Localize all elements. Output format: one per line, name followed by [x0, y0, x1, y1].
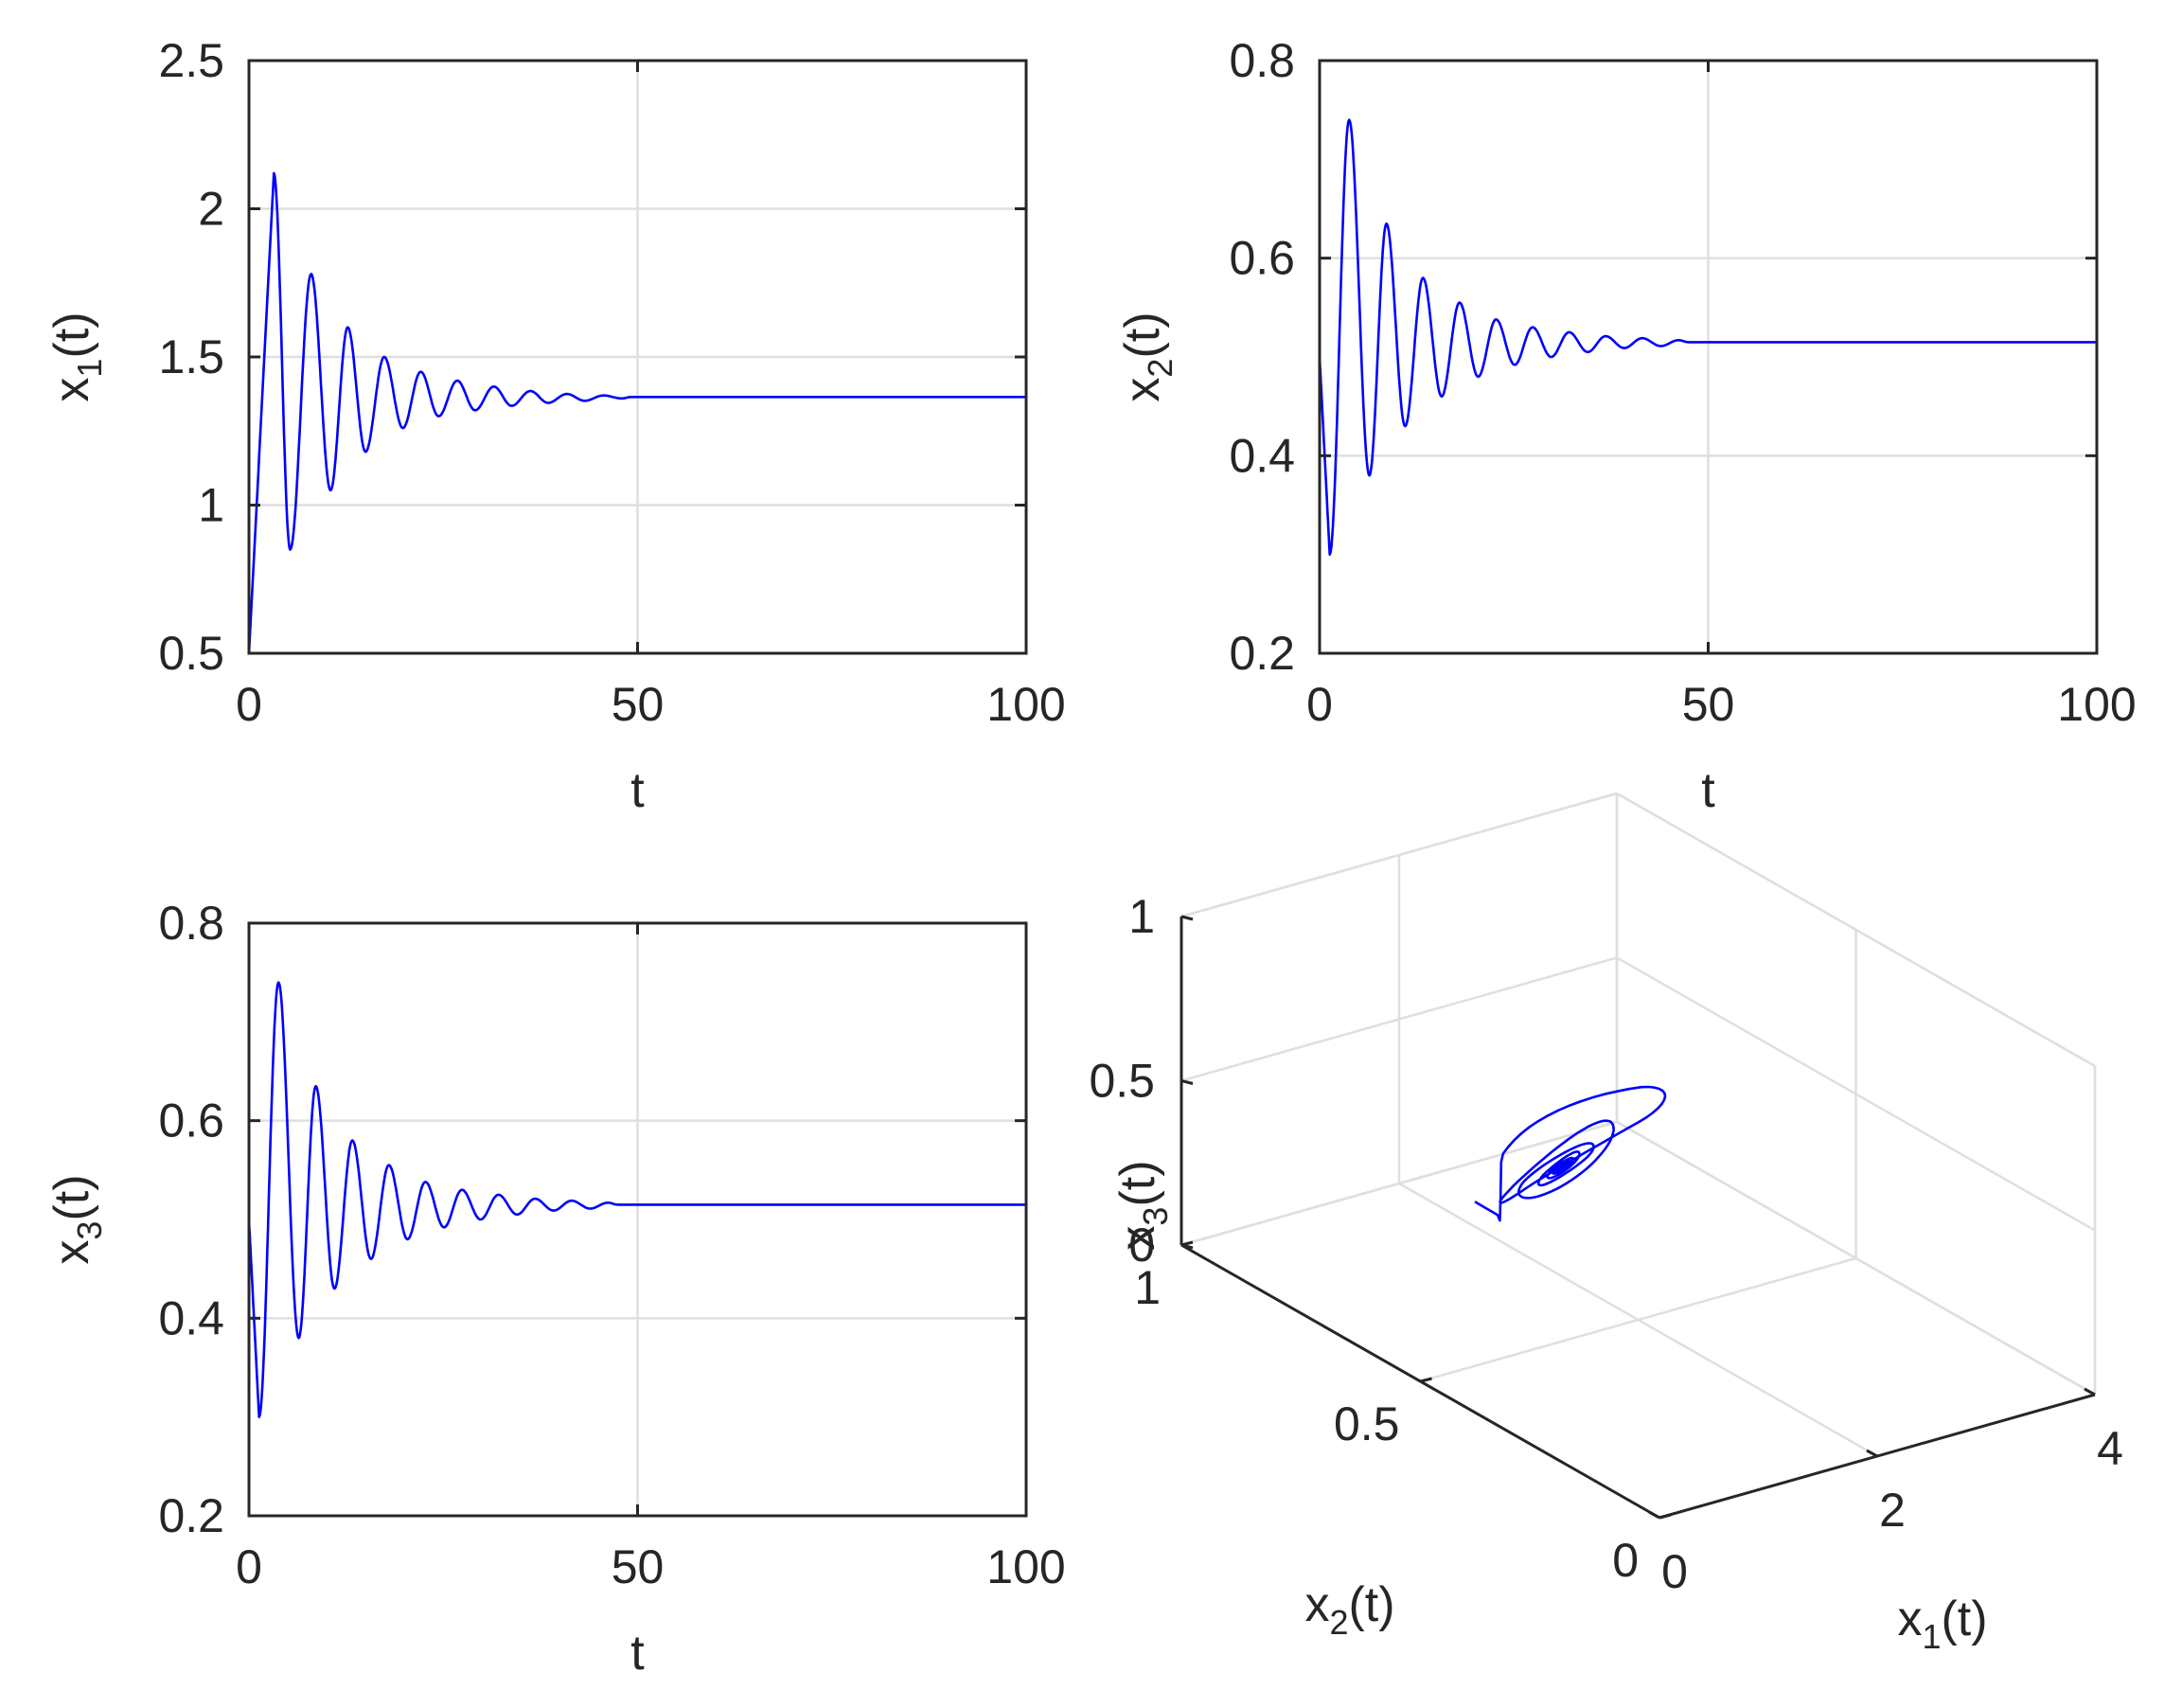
y-tick-label: 0.8 [1229, 34, 1295, 87]
back-gridline [1180, 956, 1618, 1082]
y-tick-label: 0.2 [1229, 627, 1295, 680]
series-line-x2 [1318, 118, 2097, 556]
x2-tick [1420, 1377, 1432, 1383]
series-line-x3 [247, 981, 1026, 1418]
x3-tick-label: 0.5 [1089, 1055, 1155, 1108]
side-gridline [1616, 956, 2096, 1232]
x1-tick [2084, 1387, 2096, 1397]
x3-tick [1180, 1243, 1194, 1250]
floor-gridline [1420, 1256, 1856, 1383]
y-tick-label: 0.5 [158, 627, 224, 680]
y-tick-label: 0.6 [158, 1094, 224, 1148]
x1-tick-label: 2 [1879, 1484, 1906, 1537]
x1-tick-label: 4 [2097, 1422, 2123, 1475]
x2-axis-label: x2(t) [1304, 1577, 1394, 1642]
y-tick-label: 0.2 [158, 1489, 224, 1542]
y-tick-label: 1.5 [158, 330, 224, 383]
x2-tick-label: 0 [1612, 1534, 1639, 1587]
x3-tick-label: 0 [1128, 1219, 1155, 1272]
x3-tick-label: 1 [1128, 890, 1155, 943]
panel-x3: 0 50 100 0.2 0.4 0.6 0.8 t [158, 897, 1065, 1681]
panel-x1: 0 50 100 0.5 1 1.5 2 2.5 t [158, 34, 1065, 818]
x-tick-label: 50 [612, 678, 665, 731]
x1-tick-label: 0 [1661, 1545, 1688, 1598]
y-axis-label: x3(t) [44, 1174, 109, 1264]
x1-axis-label: x1(t) [1897, 1592, 1987, 1656]
y-tick-label: 0.4 [1229, 429, 1295, 482]
x-tick-label: 100 [2057, 678, 2136, 731]
x-tick-label: 0 [236, 1540, 262, 1593]
x-tick-label: 100 [986, 678, 1065, 731]
y-axis-label: x2(t) [1115, 311, 1180, 401]
x-axis-label: t [630, 763, 645, 818]
x1-tick [1866, 1449, 1878, 1458]
equilibrium-point [1555, 1160, 1568, 1172]
back-gridline [1180, 1120, 1618, 1247]
x-tick-label: 0 [236, 678, 262, 731]
y-tick-label: 0.4 [158, 1291, 224, 1344]
x-tick-label: 50 [612, 1540, 665, 1593]
side-gridline [1616, 792, 2096, 1068]
x1-tick [1648, 1510, 1660, 1520]
x2-tick-label: 0.5 [1334, 1397, 1400, 1450]
y-tick-label: 2.5 [158, 34, 224, 87]
x2-tick-label: 1 [1134, 1261, 1161, 1314]
x-axis-label: t [1701, 763, 1715, 818]
x3-tick [1180, 915, 1194, 921]
x-tick-label: 50 [1682, 678, 1735, 731]
x3-tick [1180, 1079, 1194, 1085]
y-tick-label: 0.6 [1229, 232, 1295, 285]
y-axis-label: x1(t) [44, 311, 109, 401]
y-tick-label: 2 [198, 183, 224, 236]
x-tick-label: 100 [986, 1540, 1065, 1593]
x2-tick [1659, 1513, 1672, 1520]
side-gridline [1616, 1120, 2096, 1397]
x3-axis-label: x3(t) [1110, 1160, 1175, 1250]
y-tick-label: 0.8 [158, 897, 224, 950]
x-tick-label: 0 [1306, 678, 1333, 731]
trajectory-line [1474, 1085, 1667, 1222]
series-line-x1 [247, 171, 1026, 654]
x-axis-label: t [630, 1626, 645, 1681]
panel-x2: 0 50 100 0.2 0.4 0.6 0.8 t [1229, 34, 2136, 818]
back-gridline [1180, 792, 1618, 918]
y-tick-label: 1 [198, 479, 224, 532]
